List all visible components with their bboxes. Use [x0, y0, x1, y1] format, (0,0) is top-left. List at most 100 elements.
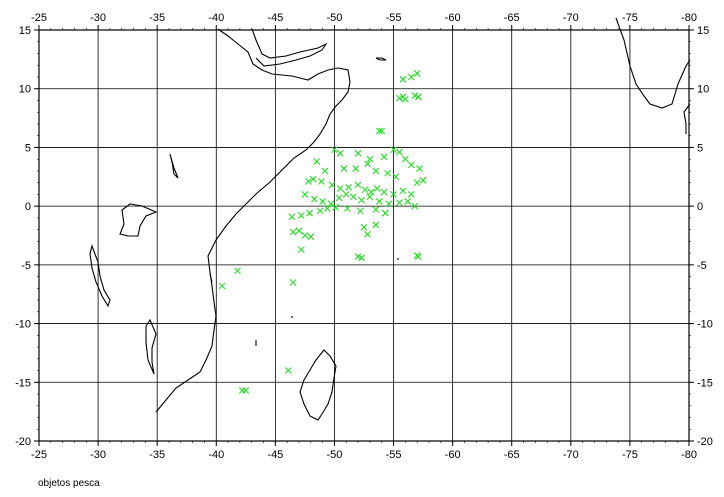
- lon-tick-label-top: -80: [681, 12, 697, 24]
- point-marker: [396, 148, 403, 156]
- point-marker: [366, 155, 374, 163]
- lat-tick-label-left: -5: [21, 260, 31, 272]
- point-marker: [407, 161, 415, 169]
- lat-tick-label-right: 15: [697, 25, 709, 37]
- point-marker: [360, 223, 368, 231]
- point-marker: [401, 95, 409, 103]
- lon-tick-label-bottom: -40: [208, 449, 224, 461]
- point-marker: [297, 246, 305, 253]
- lon-tick-label-top: -25: [31, 12, 47, 24]
- point-marker: [361, 186, 369, 194]
- lon-tick-label-bottom: -75: [622, 449, 638, 461]
- point-marker: [416, 165, 423, 172]
- coastline-mainland: [155, 28, 351, 413]
- point-marker: [380, 188, 388, 196]
- point-marker: [309, 175, 317, 183]
- point-marker: [242, 387, 250, 394]
- island-small-2: [375, 57, 387, 61]
- point-marker: [390, 191, 397, 198]
- point-marker: [218, 282, 226, 290]
- lat-tick-label-right: -20: [697, 436, 713, 448]
- point-marker: [364, 230, 371, 238]
- point-marker: [401, 155, 409, 163]
- lat-tick-label-right: 0: [697, 201, 703, 213]
- point-marker: [342, 191, 350, 198]
- lat-tick-label-left: -20: [15, 436, 31, 448]
- lon-tick-label-top: -65: [504, 12, 520, 24]
- point-marker: [301, 232, 309, 239]
- point-marker: [306, 209, 314, 217]
- point-marker: [407, 73, 415, 81]
- lat-tick-label-right: -5: [697, 260, 707, 272]
- point-marker: [411, 202, 419, 210]
- point-marker: [328, 181, 336, 189]
- point-marker: [372, 206, 380, 214]
- point-marker: [323, 205, 331, 212]
- island-madagascar: [299, 349, 337, 421]
- point-marker: [373, 185, 381, 192]
- point-marker: [364, 160, 371, 168]
- lon-tick-label-top: -70: [563, 12, 579, 24]
- point-marker: [372, 167, 380, 175]
- point-marker: [288, 213, 296, 221]
- point-marker: [349, 193, 357, 201]
- point-marker: [234, 267, 241, 275]
- map-caption: objetos pesca: [38, 478, 100, 489]
- lon-tick-label-bottom: -80: [681, 449, 697, 461]
- point-marker: [336, 185, 344, 192]
- point-marker: [310, 195, 318, 203]
- point-marker: [316, 207, 324, 215]
- lon-tick-label-bottom: -65: [504, 449, 520, 461]
- point-marker: [318, 178, 325, 185]
- point-marker: [358, 196, 366, 204]
- point-marker: [378, 127, 386, 135]
- point-marker: [305, 178, 312, 185]
- lon-tick-label-top: -30: [90, 12, 106, 24]
- point-marker: [344, 205, 351, 212]
- point-marker: [358, 254, 366, 262]
- point-marker: [375, 127, 383, 135]
- point-marker: [372, 221, 380, 229]
- point-marker: [289, 279, 297, 286]
- fishing-object-markers: [218, 70, 427, 394]
- point-marker: [399, 187, 407, 195]
- lon-tick-label-bottom: -70: [563, 449, 579, 461]
- lon-tick-label-top: -60: [445, 12, 461, 24]
- point-marker: [335, 194, 343, 202]
- lon-tick-label-bottom: -60: [445, 449, 461, 461]
- lat-tick-label-right: -10: [697, 319, 713, 331]
- point-marker: [284, 367, 292, 374]
- point-marker: [357, 207, 364, 215]
- lon-tick-label-bottom: -35: [149, 449, 165, 461]
- point-marker: [380, 153, 388, 161]
- island-left-2: [89, 244, 111, 308]
- point-marker: [419, 176, 427, 184]
- point-marker: [336, 149, 344, 157]
- coastline-right-edge: [683, 103, 691, 134]
- lat-tick-label-right: -15: [697, 377, 713, 389]
- point-marker: [375, 198, 383, 205]
- point-marker: [352, 165, 360, 172]
- lon-tick-label-bottom: -30: [90, 449, 106, 461]
- lon-tick-label-top: -75: [622, 12, 638, 24]
- lat-tick-label-right: 5: [697, 142, 703, 154]
- point-marker: [404, 198, 412, 205]
- lon-tick-label-top: -55: [386, 12, 402, 24]
- point-marker: [319, 198, 327, 205]
- point-marker: [321, 167, 329, 175]
- point-marker: [384, 169, 392, 177]
- point-marker: [354, 181, 362, 189]
- point-marker: [413, 70, 421, 77]
- coastlines: [89, 17, 691, 421]
- point-marker: [340, 165, 348, 172]
- map-border: [38, 29, 690, 442]
- point-marker: [345, 183, 353, 191]
- point-marker: [295, 227, 303, 235]
- island-left-3: [145, 318, 157, 375]
- lat-tick-label-left: 10: [19, 84, 31, 96]
- point-marker: [407, 191, 415, 198]
- point-marker: [414, 253, 422, 261]
- map-frame: [34, 25, 694, 446]
- point-marker: [297, 212, 305, 219]
